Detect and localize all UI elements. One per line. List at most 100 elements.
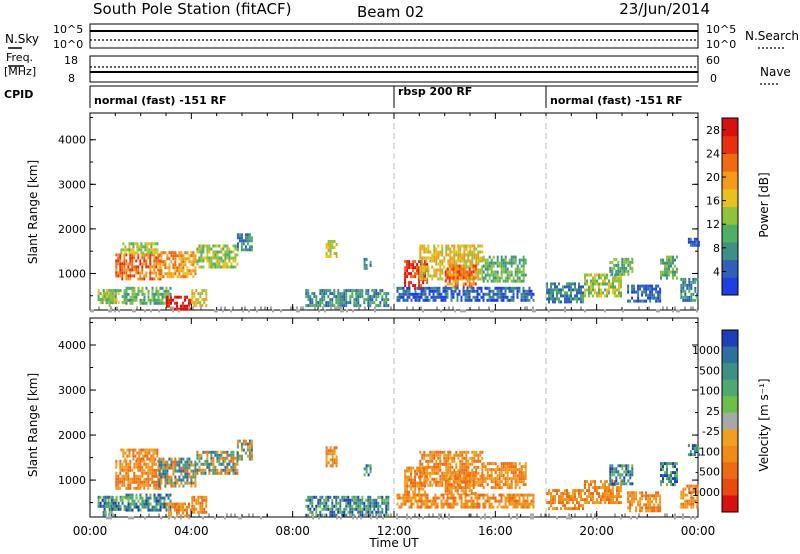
- date-label: 23/Jun/2014: [619, 0, 710, 18]
- colorbar-swatch: [722, 153, 738, 172]
- scatter-patch: [158, 457, 197, 488]
- scatter-patch: [236, 233, 253, 252]
- colorbar-swatch: [722, 135, 738, 154]
- colorbar-tick-label: 100: [699, 385, 720, 398]
- colorbar-tick-label: 24: [706, 147, 720, 160]
- colorbar-swatch: [722, 429, 738, 447]
- colorbar-tick-label: 16: [706, 195, 720, 208]
- colorbar-tick-label: 25: [706, 405, 720, 418]
- ground-scatter-band: [90, 306, 698, 313]
- freq-panel-frame: [89, 55, 699, 83]
- nsearch-tick-top: 10^5: [706, 23, 736, 36]
- cpid-segment-label: normal (fast) -151 RF: [550, 94, 683, 107]
- y-tick-label: 2000: [58, 429, 86, 442]
- scatter-patch: [158, 251, 197, 279]
- nave-label: Nave: [760, 65, 791, 79]
- colorbar-swatch: [722, 224, 738, 243]
- y-tick-label: 4000: [58, 134, 86, 147]
- colorbar-swatch: [722, 171, 738, 190]
- colorbar-frame: [721, 329, 739, 513]
- time-axis: 00:00 04:00 08:00 12:00 16:00 20:00 00:00: [73, 524, 716, 538]
- y-tick-label: 4000: [58, 339, 86, 352]
- x-tick-label: 08:00: [275, 524, 310, 538]
- scatter-patch: [115, 253, 162, 281]
- freq-tick-bottom: 8: [68, 72, 75, 85]
- power-colorbar-label: Power [dB]: [757, 172, 771, 237]
- freq-label: Freq.: [6, 51, 33, 64]
- scatter-patch: [627, 284, 662, 303]
- colorbar: 1000 500 100 25 -25 -100 -500 -1000: [688, 329, 739, 513]
- scatter-patch: [196, 244, 239, 269]
- cpid-label: CPID: [4, 88, 33, 101]
- x-tick-label: 00:00: [73, 524, 108, 538]
- colorbar-swatch: [722, 462, 738, 480]
- colorbar-swatch: [722, 118, 738, 137]
- colorbar-tick-label: -25: [702, 425, 720, 438]
- colorbar-tick-label: -1000: [688, 486, 720, 499]
- scatter-patch: [609, 464, 634, 486]
- cpid-segment-label: normal (fast) -151 RF: [94, 94, 227, 107]
- nsky-label: N.Sky: [5, 32, 39, 46]
- power-panel: 1000 2000 3000 4000 4 8 12 16 20 24 28: [58, 112, 739, 313]
- colorbar-tick-label: -100: [695, 445, 720, 458]
- colorbar-swatch: [722, 241, 738, 261]
- freq-unit-label: [MHz]: [4, 65, 36, 78]
- scatter-patch: [325, 446, 338, 468]
- scatter-patch: [115, 459, 162, 490]
- y-tick-label: 3000: [58, 178, 86, 191]
- nave-tick-bottom: 0: [710, 72, 717, 85]
- scatter-patch: [236, 439, 253, 461]
- scatter-patch: [97, 289, 126, 305]
- nave-tick-top: 60: [706, 54, 720, 67]
- colorbar-swatch: [722, 495, 738, 513]
- nsearch-tick-bottom: 10^0: [706, 38, 736, 51]
- scatter-patch: [191, 289, 208, 308]
- velocity-ylabel: Slant Range [km]: [26, 373, 40, 477]
- scatter-patch: [125, 286, 172, 305]
- scatter-patch: [627, 491, 662, 513]
- scatter-patch: [444, 264, 477, 289]
- scatter-patch: [660, 255, 678, 280]
- colorbar-swatch: [722, 478, 738, 496]
- nsky-panel-frame: [89, 23, 699, 49]
- scatter-patch: [166, 502, 192, 518]
- x-tick-label: 12:00: [377, 524, 412, 538]
- scatter-patch: [120, 242, 159, 255]
- scatter-patch: [305, 289, 390, 308]
- scatter-data: [90, 233, 700, 313]
- scatter-patch: [546, 282, 584, 304]
- x-tick-label: 16:00: [478, 524, 513, 538]
- colorbar-tick-label: 12: [706, 218, 720, 231]
- cpid-segment-label: rbsp 200 RF: [398, 85, 472, 98]
- velocity-panel: 1000 2000 3000 4000 1000 500 100 25 -25 -100 -500 -…: [58, 317, 739, 520]
- velocity-colorbar-label: Velocity [m s⁻¹]: [757, 378, 771, 471]
- x-tick-label: 20:00: [579, 524, 614, 538]
- colorbar-swatch: [722, 396, 738, 414]
- colorbar-swatch: [722, 445, 738, 463]
- scatter-patch: [125, 493, 172, 512]
- scatter-patch: [325, 240, 338, 258]
- scatter-patch: [396, 286, 535, 302]
- colorbar-swatch: [722, 379, 738, 397]
- colorbar-tick-label: 28: [706, 124, 720, 137]
- colorbar-swatch: [722, 277, 738, 296]
- y-tick-label: 1000: [58, 267, 86, 280]
- colorbar-tick-label: -500: [695, 466, 720, 479]
- scatter-patch: [363, 464, 372, 477]
- colorbar-tick-label: 1000: [692, 344, 720, 357]
- colorbar-frame: [721, 117, 739, 296]
- colorbar-swatch: [722, 259, 738, 278]
- cpid-row: normal (fast) -151 RF rbsp 200 RF normal (…: [89, 85, 683, 108]
- power-ylabel: Slant Range [km]: [26, 160, 40, 264]
- scatter-patch: [482, 462, 527, 490]
- scatter-patch: [687, 444, 700, 457]
- colorbar-swatch: [722, 363, 738, 381]
- scatter-patch: [546, 489, 584, 511]
- scatter-patch: [660, 462, 678, 487]
- scatter-patch: [680, 484, 699, 509]
- station-title: South Pole Station (fitACF): [93, 0, 291, 18]
- colorbar-tick-label: 4: [713, 265, 720, 278]
- x-tick-label: 00:00: [681, 524, 716, 538]
- x-tick-label: 04:00: [174, 524, 209, 538]
- colorbar-tick-label: 500: [699, 364, 720, 377]
